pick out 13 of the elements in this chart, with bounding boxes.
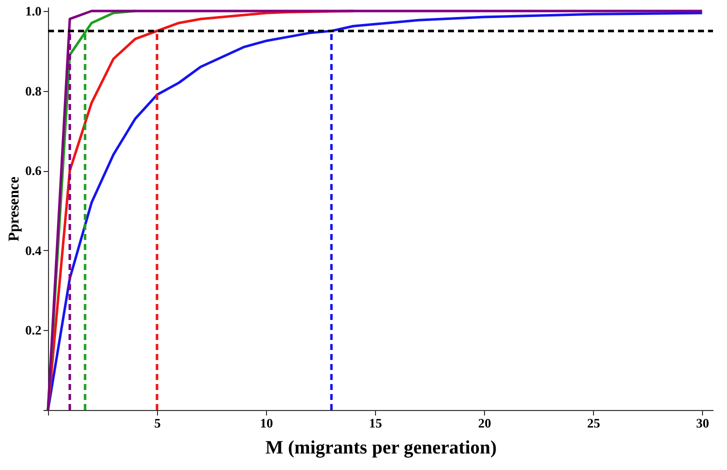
y-tick-label: 0.8: [25, 83, 42, 98]
x-tick-label: 10: [260, 416, 274, 430]
y-tick-label: 0.6: [25, 163, 42, 178]
y-tick-label: 0.4: [25, 242, 42, 258]
x-tick-label: 5: [154, 416, 162, 430]
x-tick-label: 25: [587, 416, 601, 430]
x-tick-label: 15: [369, 416, 383, 430]
x-axis-title: M (migrants per generation): [265, 438, 497, 458]
x-tick-label: 20: [478, 416, 492, 430]
y-tick-label: 0.2: [25, 322, 42, 338]
y-axis-title: Ppresence: [6, 176, 22, 242]
y-tick-label: 1.0: [25, 3, 42, 18]
x-tick-label: 30: [696, 416, 710, 430]
